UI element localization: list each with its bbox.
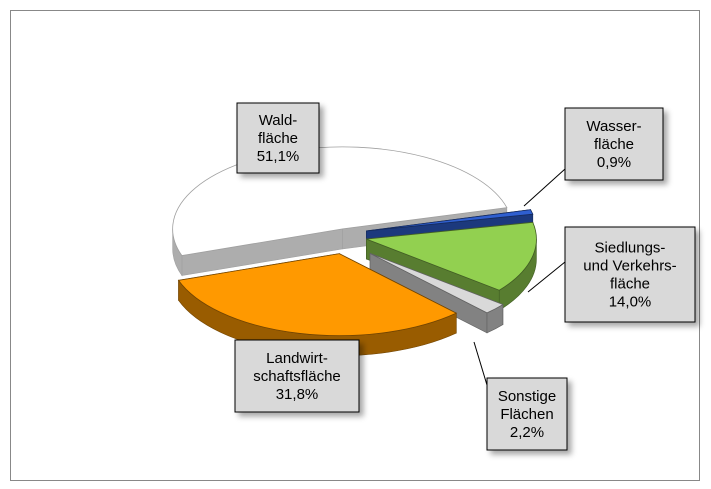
- value-label: 51,1%: [257, 148, 300, 165]
- category-label: Siedlungs-und Verkehrs-fläche: [583, 240, 676, 293]
- category-label: Landwirt-schaftsfläche: [253, 350, 341, 385]
- category-label: Wasser-fläche: [586, 118, 641, 153]
- label-box: [486, 377, 568, 451]
- value-label: 31,8%: [276, 386, 319, 403]
- label-box: [236, 102, 320, 174]
- pie-slice: [177, 253, 458, 337]
- pie-slice: [366, 209, 534, 232]
- category-label: Sonstige Flächen: [498, 388, 556, 423]
- label-box: [564, 226, 696, 323]
- leader-line: [527, 261, 566, 293]
- pie-slice: [366, 221, 537, 291]
- chart-frame: [10, 10, 700, 481]
- label-box: [564, 107, 664, 181]
- value-label: 0,9%: [597, 154, 631, 171]
- label-box: [234, 339, 360, 413]
- value-label: 14,0%: [609, 294, 652, 311]
- slices: [172, 146, 537, 356]
- value-label: 2,2%: [510, 424, 544, 441]
- category-label: Wald-fläche: [258, 112, 298, 147]
- pie-slice: [369, 253, 504, 314]
